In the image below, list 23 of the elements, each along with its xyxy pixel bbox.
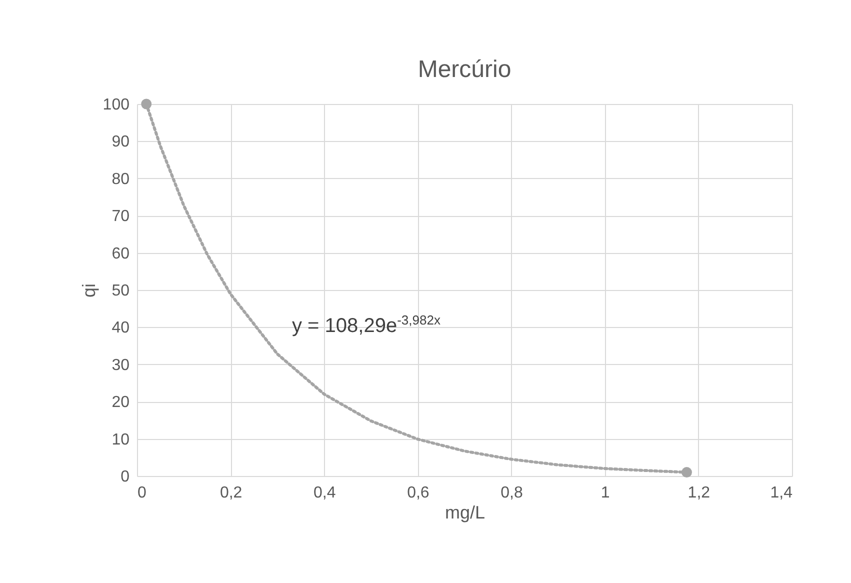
x-tick-label: 0,8 xyxy=(500,484,524,502)
x-tick-label: 1,2 xyxy=(688,484,710,502)
y-tick-label: 60 xyxy=(112,245,130,262)
x-tick-label: 0,6 xyxy=(407,484,430,502)
x-tick-label: 0,4 xyxy=(314,484,336,502)
y-tick-label: 30 xyxy=(112,356,130,374)
y-tick-label: 40 xyxy=(112,320,130,337)
y-tick-label: 90 xyxy=(112,134,130,151)
y-tick-label: 0 xyxy=(120,468,130,486)
y-tick-label: 80 xyxy=(112,170,130,188)
y-tick-label: 70 xyxy=(112,208,130,226)
y-tick-label: 100 xyxy=(102,96,130,114)
x-axis-title: mg/L xyxy=(444,502,486,522)
x-tick-label: 1,4 xyxy=(770,484,793,502)
annotation: y = 108,29e$^{-3,982x}$ xyxy=(292,312,440,337)
x-tick-label: 0,2 xyxy=(220,484,242,502)
y-tick-label: 10 xyxy=(112,431,130,448)
x-tick-label: 0 xyxy=(138,484,146,502)
chart-title: Mercúrio xyxy=(418,56,512,83)
y-axis-title: qi xyxy=(78,283,99,298)
y-tick-label: 20 xyxy=(112,394,130,412)
x-tick-label: 1 xyxy=(600,484,610,502)
y-tick-label: 50 xyxy=(112,282,130,300)
